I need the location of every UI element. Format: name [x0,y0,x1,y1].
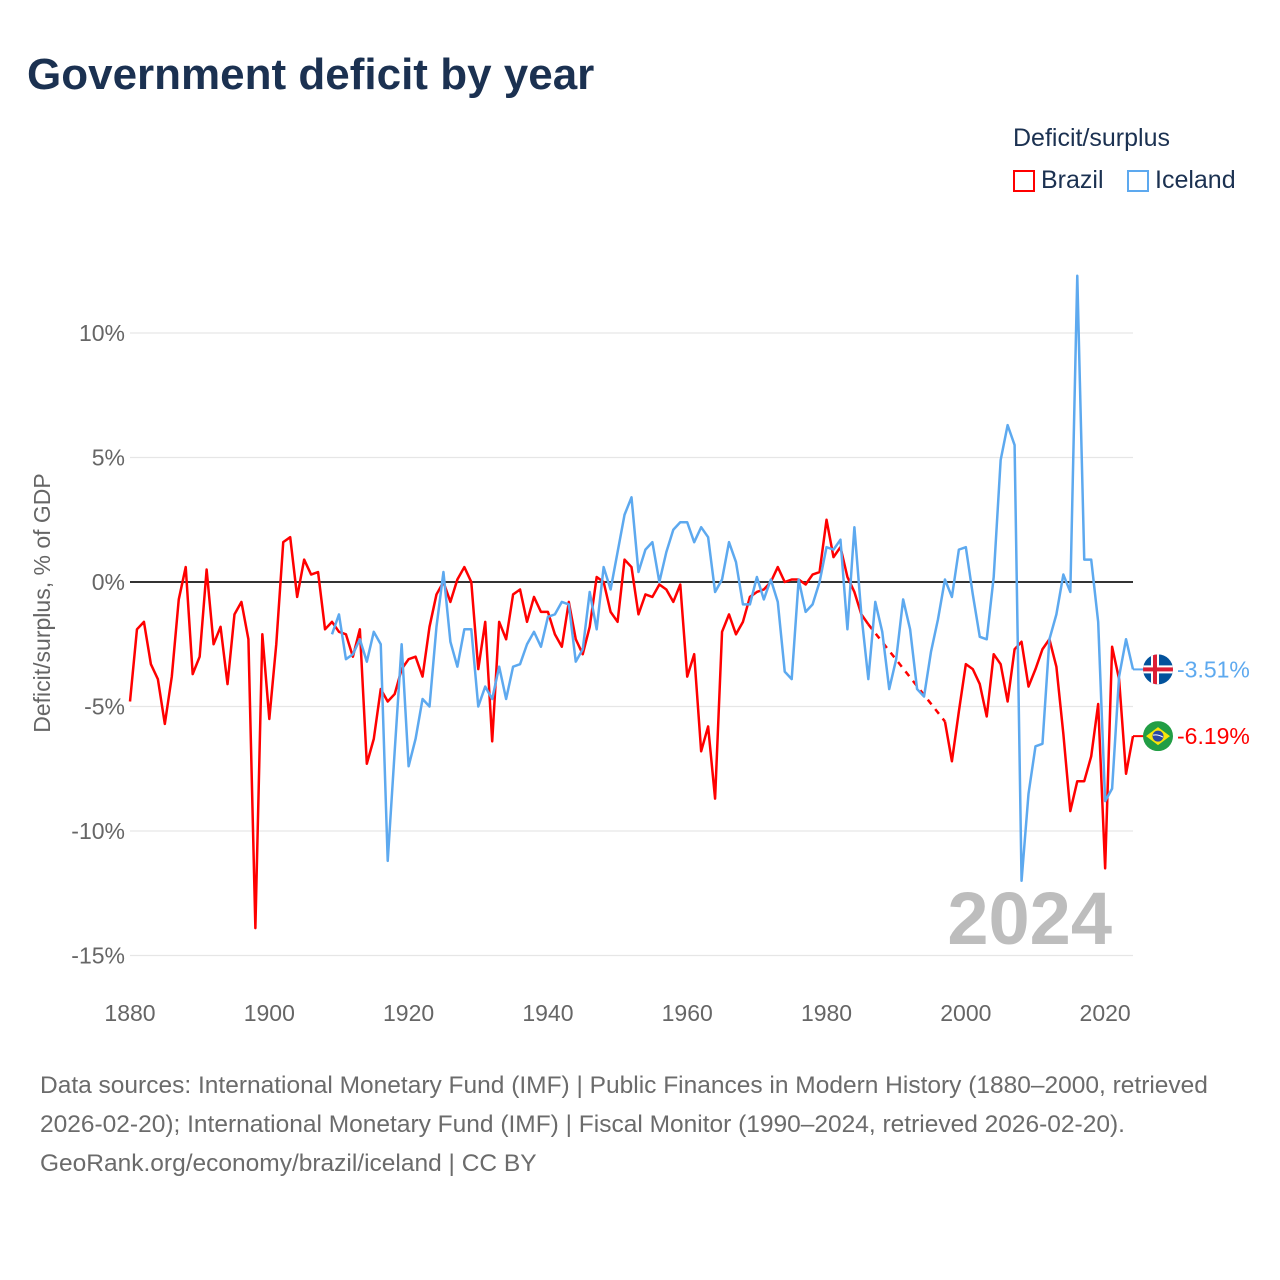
legend-swatch-iceland [1127,169,1149,192]
series-line-iceland [330,274,1135,883]
x-tick-label: 1940 [522,1000,573,1026]
chart-plot: 10% 5% 0% -5% -10% -15% 1880 1900 1920 1940 1960 19… [29,274,1250,1026]
data-sources: Data sources: International Monetary Fun… [40,1072,1208,1138]
x-tick-label: 1980 [801,1000,852,1026]
legend-label-iceland: Iceland [1155,166,1236,194]
legend-swatch-brazil [1013,169,1035,192]
footer: Data sources: International Monetary Fun… [40,1066,1240,1183]
end-value-label-brazil: -6.19% [1177,723,1250,749]
y-tick-label: 5% [92,445,125,471]
legend-label-brazil: Brazil [1041,166,1104,194]
x-tick-label: 2000 [940,1000,991,1026]
x-tick-label: 1960 [662,1000,713,1026]
series-line-brazil [128,518,870,930]
y-tick-label: -5% [84,694,125,720]
series-gap-brazil [867,623,946,723]
brazil-flag-icon [1143,721,1173,752]
legend-item-brazil[interactable]: Brazil [1013,166,1104,195]
series-line-brazil [943,638,1135,870]
year-watermark: 2024 [947,877,1112,960]
y-tick-label: -15% [71,943,125,969]
credit-link[interactable]: GeoRank.org/economy/brazil/iceland | CC … [40,1150,537,1177]
y-axis-label: Deficit/surplus, % of GDP [29,473,55,732]
end-value-label-iceland: -3.51% [1177,656,1250,682]
x-tick-label: 1920 [383,1000,434,1026]
y-tick-label: 0% [92,569,125,595]
chart-title: Government deficit by year [27,50,595,99]
iceland-flag-icon [1143,654,1173,685]
y-tick-label: -10% [71,818,125,844]
legend-title: Deficit/surplus [1013,124,1170,152]
x-tick-label: 1900 [244,1000,295,1026]
x-tick-label: 1880 [104,1000,155,1026]
x-tick-label: 2020 [1080,1000,1131,1026]
legend-item-iceland[interactable]: Iceland [1127,166,1236,195]
y-tick-label: 10% [79,320,125,346]
